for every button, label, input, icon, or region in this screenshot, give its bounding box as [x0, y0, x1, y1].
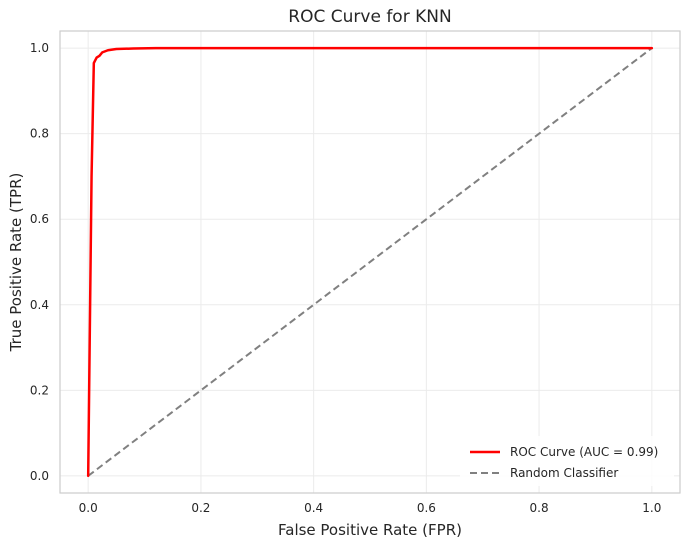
legend-label-roc: ROC Curve (AUC = 0.99): [510, 445, 658, 459]
y-axis-label: True Positive Rate (TPR): [7, 173, 25, 353]
legend: ROC Curve (AUC = 0.99) Random Classifier: [460, 436, 674, 486]
y-tick-label: 0.6: [30, 212, 49, 226]
y-tick-label: 0.8: [30, 127, 49, 141]
x-tick-label: 0.4: [304, 501, 323, 515]
chart-title: ROC Curve for KNN: [288, 7, 451, 27]
y-tick-label: 0.2: [30, 383, 49, 397]
legend-box: [460, 436, 674, 486]
grid: [60, 31, 680, 493]
roc-curve-line: [86, 46, 654, 478]
y-tick-label: 1.0: [30, 41, 49, 55]
series-layer: [86, 46, 654, 478]
x-tick-label: 0.0: [79, 501, 98, 515]
legend-label-random: Random Classifier: [510, 466, 618, 480]
x-tick-label: 0.6: [417, 501, 436, 515]
plot-frame: [59, 30, 681, 494]
y-tick-label: 0.4: [30, 298, 49, 312]
x-axis-label: False Positive Rate (FPR): [278, 521, 462, 539]
axis-ticks: 0.0 0.2 0.4 0.6 0.8 1.0 0.0 0.2 0.4 0.6 0.8 1.0: [30, 41, 661, 515]
x-tick-label: 0.8: [530, 501, 549, 515]
random-classifier-line: [87, 47, 653, 477]
x-tick-label: 0.2: [191, 501, 210, 515]
x-tick-label: 1.0: [642, 501, 661, 515]
y-tick-label: 0.0: [30, 469, 49, 483]
